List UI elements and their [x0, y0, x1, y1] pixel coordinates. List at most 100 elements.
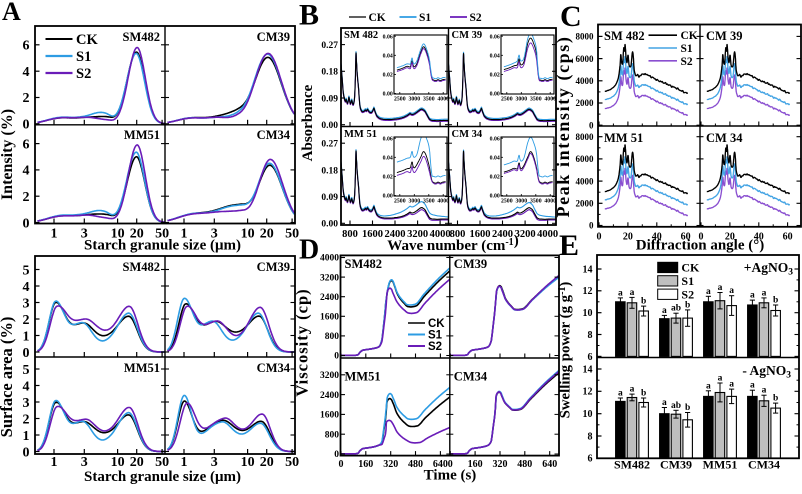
svg-text:ab: ab	[671, 304, 681, 314]
svg-text:8: 8	[588, 330, 593, 341]
svg-text:3200: 3200	[320, 273, 339, 283]
svg-text:0.00: 0.00	[490, 92, 500, 98]
svg-text:0.09: 0.09	[321, 193, 338, 203]
svg-text:800: 800	[342, 229, 358, 240]
svg-text:0.06: 0.06	[490, 34, 500, 40]
svg-text:b: b	[641, 389, 646, 399]
svg-text:480: 480	[408, 459, 423, 470]
svg-text:CM34: CM34	[454, 370, 488, 384]
svg-text:6: 6	[588, 352, 593, 363]
svg-text:12: 12	[583, 286, 593, 297]
svg-text:5: 5	[23, 263, 30, 278]
svg-text:Diffraction angle (°): Diffraction angle (°)	[636, 238, 764, 254]
svg-text:CK: CK	[428, 318, 445, 330]
svg-text:CM39: CM39	[454, 257, 487, 271]
svg-text:0.04: 0.04	[383, 155, 393, 161]
svg-text:3: 3	[23, 396, 30, 411]
svg-text:0.04: 0.04	[490, 53, 500, 59]
svg-text:0: 0	[334, 352, 339, 362]
svg-text:1600: 1600	[470, 229, 491, 240]
svg-text:0: 0	[589, 120, 594, 130]
svg-text:MM51: MM51	[124, 128, 160, 142]
svg-text:0: 0	[23, 216, 30, 231]
svg-text:2400: 2400	[492, 229, 513, 240]
svg-text:4000: 4000	[576, 76, 595, 86]
svg-text:20: 20	[260, 227, 274, 242]
svg-text:CM 34: CM 34	[452, 129, 483, 140]
svg-text:800: 800	[450, 229, 466, 240]
svg-text:S2: S2	[681, 287, 694, 301]
svg-text:2500: 2500	[501, 97, 513, 103]
svg-text:0.02: 0.02	[383, 73, 393, 79]
svg-text:a: a	[706, 287, 711, 297]
svg-text:0.02: 0.02	[490, 175, 500, 181]
svg-text:Surface area (%): Surface area (%)	[0, 317, 16, 438]
svg-text:0.18: 0.18	[321, 166, 338, 176]
svg-text:6: 6	[23, 137, 30, 152]
svg-text:0: 0	[23, 118, 30, 133]
svg-text:Absorbance: Absorbance	[300, 84, 316, 161]
svg-text:50: 50	[285, 227, 299, 242]
svg-text:0.06: 0.06	[383, 136, 393, 142]
svg-text:50: 50	[155, 227, 169, 242]
svg-text:4000: 4000	[430, 229, 451, 240]
svg-text:0: 0	[597, 232, 602, 243]
svg-text:MM 51: MM 51	[344, 129, 377, 140]
svg-text:CM34: CM34	[748, 458, 780, 472]
svg-text:- AgNO3: - AgNO3	[742, 363, 791, 381]
svg-text:1: 1	[23, 329, 30, 344]
svg-text:10: 10	[111, 227, 125, 242]
svg-text:0: 0	[23, 346, 30, 361]
svg-text:a: a	[750, 381, 755, 391]
svg-text:CM34: CM34	[257, 361, 291, 375]
svg-text:0.02: 0.02	[490, 73, 500, 79]
svg-text:S1: S1	[419, 12, 431, 24]
svg-text:5: 5	[23, 363, 30, 378]
svg-text:S2: S2	[470, 12, 482, 24]
svg-text:1: 1	[51, 227, 58, 242]
svg-text:2500: 2500	[501, 199, 513, 205]
svg-text:2: 2	[23, 412, 30, 427]
svg-text:3200: 3200	[320, 371, 339, 381]
svg-text:0: 0	[23, 445, 30, 460]
svg-text:1: 1	[181, 455, 188, 470]
svg-text:1600: 1600	[320, 313, 339, 323]
svg-text:0.04: 0.04	[383, 53, 393, 59]
svg-text:CM39: CM39	[257, 30, 290, 44]
svg-text:4: 4	[23, 164, 30, 179]
svg-text:3500: 3500	[530, 199, 542, 205]
svg-text:20: 20	[130, 455, 144, 470]
svg-text:b: b	[641, 297, 646, 307]
svg-text:2400: 2400	[320, 391, 339, 401]
svg-text:a: a	[630, 385, 635, 395]
svg-text:E: E	[559, 229, 579, 262]
svg-text:b: b	[685, 403, 690, 413]
svg-text:0: 0	[339, 459, 344, 470]
svg-text:+AgNO3: +AgNO3	[744, 260, 793, 278]
svg-text:3000: 3000	[409, 97, 421, 103]
svg-text:20: 20	[130, 227, 144, 242]
svg-text:2: 2	[23, 313, 30, 328]
svg-text:6: 6	[588, 454, 593, 465]
svg-text:0.00: 0.00	[321, 220, 338, 230]
svg-text:SM 482: SM 482	[604, 29, 645, 43]
svg-text:SM482: SM482	[345, 257, 383, 271]
svg-text:0.06: 0.06	[490, 136, 500, 142]
svg-text:4: 4	[23, 280, 30, 295]
svg-text:0.27: 0.27	[321, 140, 338, 150]
svg-text:4000: 4000	[544, 97, 556, 103]
svg-text:CK: CK	[681, 261, 700, 275]
svg-text:640: 640	[542, 459, 557, 470]
svg-text:Wave number (cm-1): Wave number (cm-1)	[387, 233, 518, 254]
svg-text:Starch granule size (μm): Starch granule size (μm)	[84, 238, 241, 254]
svg-text:0.06: 0.06	[383, 34, 393, 40]
svg-text:20: 20	[725, 232, 735, 243]
svg-text:10: 10	[241, 227, 255, 242]
svg-text:a: a	[750, 291, 755, 301]
svg-text:6: 6	[23, 39, 30, 54]
svg-text:1: 1	[181, 227, 188, 242]
svg-text:SM482: SM482	[123, 260, 161, 274]
svg-text:3200: 3200	[515, 229, 536, 240]
svg-text:0.00: 0.00	[321, 121, 338, 131]
svg-text:CM 39: CM 39	[452, 30, 483, 41]
